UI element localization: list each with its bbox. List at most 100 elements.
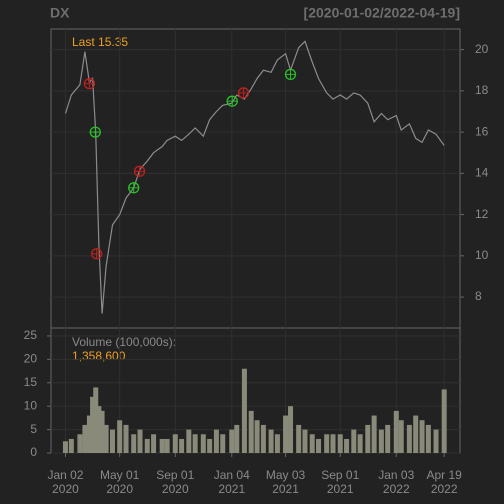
volume-bar: [172, 434, 178, 453]
volume-bar: [288, 406, 294, 453]
volume-bar: [296, 424, 302, 453]
volume-bar: [103, 424, 109, 453]
volume-bar: [248, 410, 254, 453]
volume-bar: [357, 434, 363, 453]
volume-bar: [207, 438, 213, 453]
volume-bar: [144, 438, 150, 453]
volume-bar: [274, 434, 280, 453]
volume-bar: [330, 434, 336, 453]
volume-bar: [90, 396, 96, 453]
volume-bar: [117, 420, 123, 453]
volume-bar: [109, 429, 115, 453]
x-tick-label: Jan 04: [214, 468, 250, 482]
y-tick-label: 16: [475, 124, 489, 138]
signal-marker: [128, 182, 140, 194]
volume-bar: [316, 438, 322, 453]
volume-bar: [344, 438, 350, 453]
volume-bar: [93, 387, 99, 453]
plot-frame: [50, 28, 461, 454]
volume-bar: [213, 429, 219, 453]
x-tick-label: Sep 01: [321, 468, 359, 482]
chart-title: DX: [50, 5, 70, 21]
volume-bar: [77, 434, 83, 453]
x-tick-label: 2020: [162, 482, 189, 496]
volume-bar: [385, 424, 391, 453]
volume-bar: [393, 410, 399, 453]
x-tick-label: 2020: [52, 482, 79, 496]
volume-bar: [192, 434, 198, 453]
volume-bar: [425, 424, 431, 453]
y-tick-label: 14: [475, 166, 489, 180]
x-tick-label: May 01: [100, 468, 140, 482]
volume-bar: [68, 438, 74, 453]
signal-marker: [90, 248, 103, 260]
volume-bar: [283, 415, 289, 453]
volume-bar: [365, 424, 371, 453]
y-tick-label: 8: [475, 289, 482, 303]
signal-marker: [237, 87, 250, 99]
volume-bar: [179, 438, 185, 453]
volume-bar: [99, 410, 105, 453]
x-tick-label: May 03: [266, 468, 306, 482]
volume-bar: [200, 434, 206, 453]
volume-bar: [229, 429, 235, 453]
volume-bar: [96, 406, 102, 453]
volume-bar: [186, 429, 192, 453]
volume-bar: [123, 424, 129, 453]
signal-marker: [284, 68, 297, 81]
x-tick-label: 2022: [383, 482, 410, 496]
volume-bar: [419, 420, 425, 453]
x-tick-label: 2020: [106, 482, 133, 496]
volume-bar: [433, 429, 439, 453]
volume-bar: [309, 434, 315, 453]
volume-bar: [378, 429, 384, 453]
volume-last: 1,358,600: [72, 349, 126, 363]
volume-bar: [268, 429, 274, 453]
volume-bar: [254, 420, 260, 453]
x-tick-label: Sep 01: [156, 468, 194, 482]
volume-bar: [413, 415, 419, 453]
date-range: [2020-01-02/2022-04-19]: [304, 5, 460, 21]
volume-bar: [82, 424, 88, 453]
v-tick-label: 15: [24, 375, 38, 389]
volume-bar: [337, 434, 343, 453]
volume-bar: [398, 420, 404, 453]
x-tick-label: 2021: [327, 482, 354, 496]
signal-marker: [83, 77, 96, 90]
volume-label: Volume (100,000s):: [72, 335, 176, 349]
volume-bar: [260, 424, 266, 453]
v-tick-label: 5: [30, 422, 37, 436]
volume-bar: [302, 429, 308, 453]
x-tick-label: Apr 19: [427, 468, 463, 482]
volume-bar: [441, 389, 447, 453]
volume-bar: [151, 434, 157, 453]
volume-bar: [371, 415, 377, 453]
volume-bar: [324, 434, 330, 453]
y-tick-label: 18: [475, 83, 489, 97]
volume-bar: [241, 368, 247, 453]
x-tick-label: 2021: [272, 482, 299, 496]
v-tick-label: 20: [24, 352, 38, 366]
price-line: [64, 40, 445, 314]
signal-marker: [89, 126, 101, 138]
v-tick-label: 10: [24, 398, 38, 412]
volume-bar: [159, 438, 165, 453]
volume-bar: [220, 434, 226, 453]
volume-bar: [164, 438, 170, 453]
volume-bar: [137, 429, 143, 453]
volume-bar: [131, 434, 137, 453]
y-tick-label: 12: [475, 207, 489, 221]
x-tick-label: Jan 02: [47, 468, 83, 482]
volume-bar: [351, 429, 357, 453]
signal-marker: [133, 165, 146, 177]
y-tick-label: 10: [475, 248, 489, 262]
volume-bar: [62, 441, 68, 453]
signal-marker: [226, 95, 238, 107]
last-label: Last 15.35: [72, 35, 128, 49]
volume-bar: [234, 424, 240, 453]
v-tick-label: 0: [30, 445, 37, 459]
volume-bar: [406, 424, 412, 453]
x-tick-label: 2022: [431, 482, 458, 496]
x-tick-label: 2021: [218, 482, 245, 496]
